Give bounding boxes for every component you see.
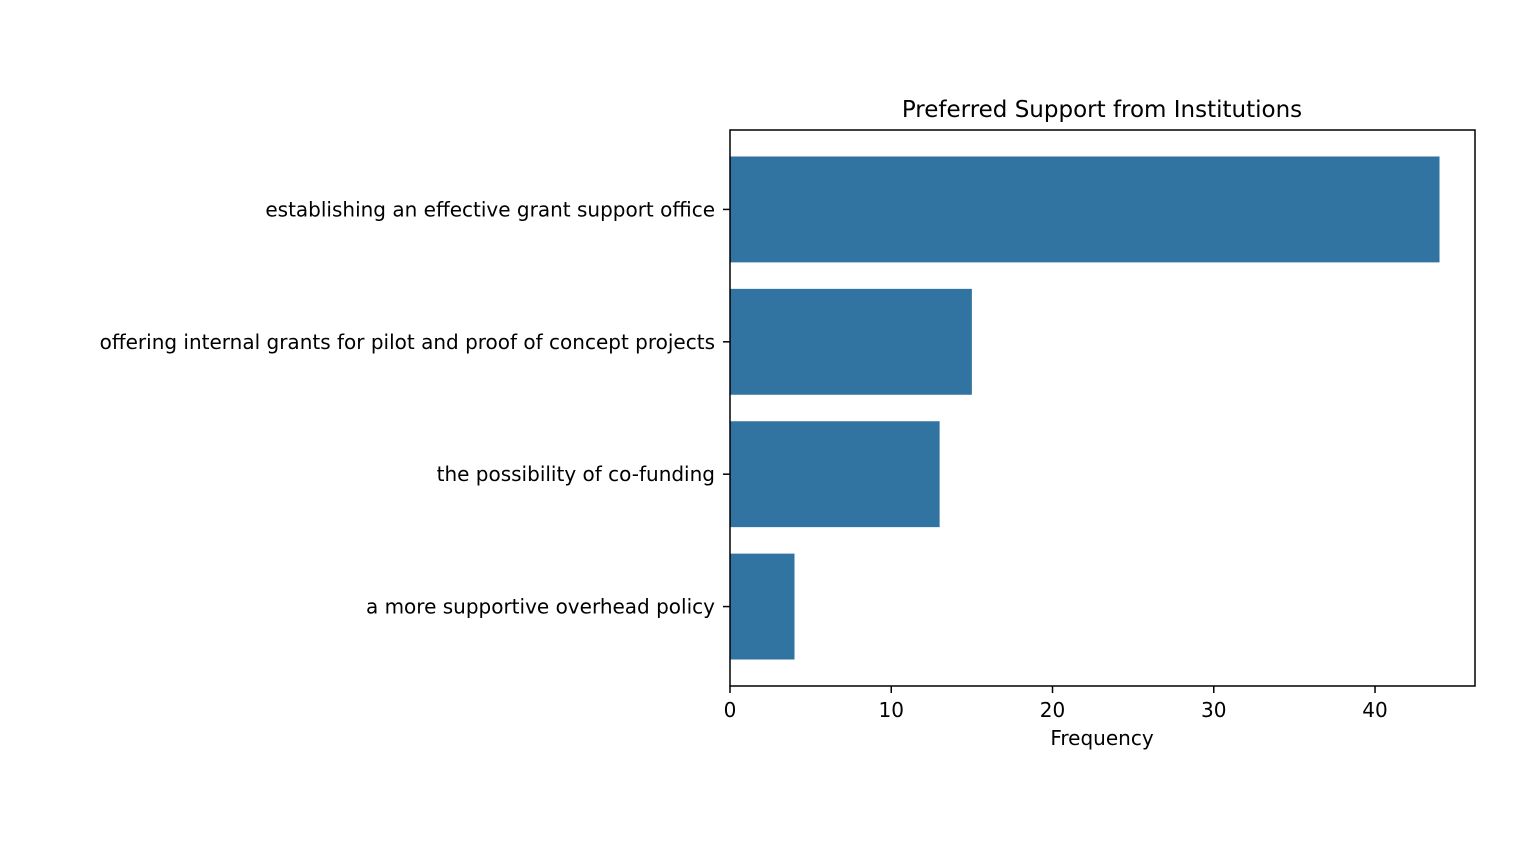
x-tick-label: 20 — [1040, 698, 1065, 722]
chart-title: Preferred Support from Institutions — [902, 97, 1302, 123]
x-tick-label: 0 — [724, 698, 737, 722]
y-tick-label: establishing an effective grant support … — [265, 197, 715, 221]
plot-frame — [729, 129, 1476, 687]
y-tick-label: a more supportive overhead policy — [366, 595, 715, 619]
x-tick-label: 30 — [1201, 698, 1226, 722]
bar — [730, 156, 1440, 263]
x-tick-label: 40 — [1362, 698, 1387, 722]
bar — [730, 421, 940, 528]
bar — [730, 553, 795, 660]
y-tick-label: the possibility of co-funding — [437, 462, 715, 486]
y-tick-label: offering internal grants for pilot and p… — [100, 330, 715, 354]
x-axis: 0 10 20 30 40 — [724, 686, 1388, 722]
bars-layer — [730, 156, 1440, 660]
bar — [730, 288, 972, 395]
x-axis-label: Frequency — [1050, 726, 1153, 750]
y-axis: establishing an effective grant support … — [100, 197, 730, 619]
x-tick-label: 10 — [879, 698, 904, 722]
